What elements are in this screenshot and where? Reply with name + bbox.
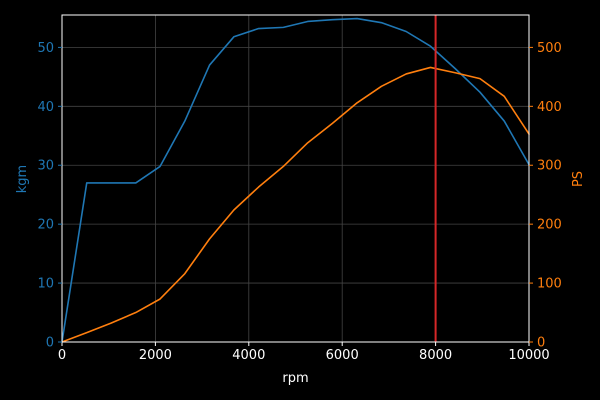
series-line-kgm (61, 17, 530, 343)
y-right-tick-label: 0 (537, 336, 545, 351)
y-left-tick-label: 0 (46, 336, 54, 351)
x-tick-label: 8000 (419, 348, 452, 363)
x-axis: 0 2000 4000 6000 8000 10000 (58, 342, 550, 363)
y-left-tick-label: 40 (37, 100, 54, 115)
y-left-tick-label: 30 (37, 159, 54, 174)
grid (61, 15, 530, 343)
y-axis-right: 0 100 200 300 400 500 (529, 41, 562, 351)
y-right-axis-label: PS (571, 171, 586, 187)
y-right-tick-label: 100 (537, 277, 562, 292)
x-tick-label: 10000 (508, 348, 549, 363)
y-right-tick-label: 500 (537, 41, 562, 56)
series-layer (61, 17, 530, 343)
y-left-tick-label: 20 (37, 218, 54, 233)
y-right-tick-label: 200 (537, 218, 562, 233)
series-line-ps (61, 66, 530, 343)
x-tick-label: 4000 (232, 348, 265, 363)
y-left-axis-label: kgm (15, 165, 30, 193)
y-right-tick-label: 300 (537, 159, 562, 174)
x-axis-label: rpm (282, 371, 308, 386)
y-left-tick-label: 10 (37, 277, 54, 292)
y-left-tick-label: 50 (37, 41, 54, 56)
x-tick-label: 2000 (139, 348, 172, 363)
x-tick-label: 6000 (326, 348, 359, 363)
y-right-tick-label: 400 (537, 100, 562, 115)
x-tick-label: 0 (58, 348, 66, 363)
y-axis-left: 0 10 20 30 40 50 (37, 41, 62, 351)
plot-frame (61, 14, 530, 343)
